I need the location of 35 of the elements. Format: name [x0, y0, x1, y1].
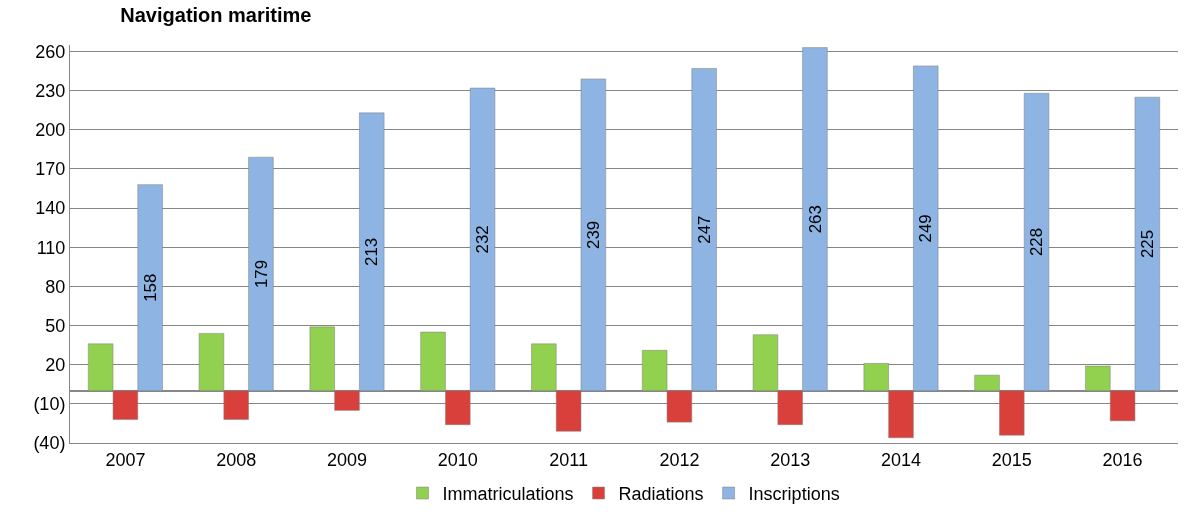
y-tick-label: 80: [45, 276, 66, 297]
x-tick-label: 2014: [880, 449, 922, 470]
x-tick-label: 2009: [326, 449, 368, 470]
y-tick-label: (10): [33, 394, 66, 415]
data-label: 225: [1137, 229, 1157, 259]
y-tick-label: 20: [45, 355, 66, 375]
data-label: 232: [473, 225, 493, 254]
y-tick-label: 140: [35, 198, 66, 219]
y-tick-label: (40): [33, 433, 66, 454]
x-tick-label: 2011: [549, 449, 588, 470]
legend-label: Inscriptions: [748, 484, 840, 505]
x-tick-label: 2010: [437, 449, 478, 470]
x-tick-label: 2007: [105, 449, 146, 470]
legend-label: Radiations: [618, 484, 704, 505]
data-label: 239: [583, 220, 603, 249]
data-label: 179: [251, 259, 271, 289]
y-tick-label: 110: [36, 237, 66, 258]
y-tick-label: 260: [35, 41, 66, 62]
x-tick-label: 2008: [216, 449, 257, 470]
x-tick-label: 2013: [770, 449, 811, 470]
x-tick-label: 2016: [1102, 449, 1143, 470]
y-tick-label: 200: [35, 120, 66, 141]
data-label: 213: [362, 237, 382, 266]
chart-title: Navigation maritime: [120, 3, 312, 26]
legend-label: Immatriculations: [442, 484, 574, 505]
data-label: 158: [140, 273, 160, 302]
data-label: 228: [1027, 227, 1047, 257]
y-tick-label: 230: [35, 80, 66, 101]
data-label: 263: [805, 205, 825, 234]
y-tick-label: 170: [35, 159, 66, 180]
x-tick-label: 2015: [991, 449, 1032, 470]
x-tick-label: 2012: [659, 449, 700, 470]
data-label: 247: [694, 215, 714, 244]
y-tick-label: 50: [45, 315, 66, 336]
data-label: 249: [916, 214, 936, 243]
